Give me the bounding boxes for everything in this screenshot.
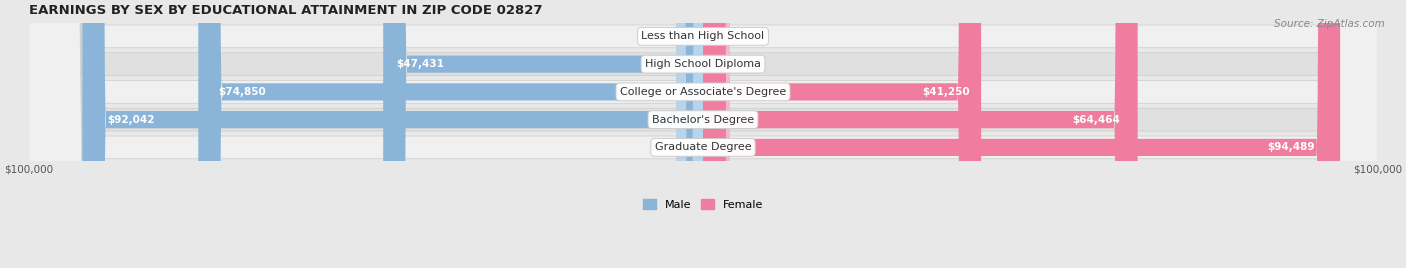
Text: $94,489: $94,489 (1267, 142, 1315, 152)
Text: $47,431: $47,431 (396, 59, 444, 69)
Text: $0: $0 (744, 31, 756, 41)
Text: High School Diploma: High School Diploma (645, 59, 761, 69)
Text: Bachelor's Degree: Bachelor's Degree (652, 115, 754, 125)
Text: $0: $0 (650, 31, 662, 41)
FancyBboxPatch shape (676, 0, 703, 268)
FancyBboxPatch shape (676, 0, 703, 268)
FancyBboxPatch shape (28, 0, 1378, 268)
FancyBboxPatch shape (28, 0, 1378, 268)
Text: Source: ZipAtlas.com: Source: ZipAtlas.com (1274, 19, 1385, 29)
Legend: Male, Female: Male, Female (638, 194, 768, 214)
FancyBboxPatch shape (83, 0, 703, 268)
FancyBboxPatch shape (384, 0, 703, 268)
Text: $64,464: $64,464 (1073, 115, 1121, 125)
Text: $41,250: $41,250 (922, 87, 970, 97)
Text: $92,042: $92,042 (107, 115, 155, 125)
Text: Less than High School: Less than High School (641, 31, 765, 41)
FancyBboxPatch shape (703, 0, 981, 268)
Text: $74,850: $74,850 (218, 87, 266, 97)
Text: EARNINGS BY SEX BY EDUCATIONAL ATTAINMENT IN ZIP CODE 02827: EARNINGS BY SEX BY EDUCATIONAL ATTAINMEN… (28, 4, 543, 17)
FancyBboxPatch shape (28, 0, 1378, 268)
FancyBboxPatch shape (28, 0, 1378, 268)
Text: College or Associate's Degree: College or Associate's Degree (620, 87, 786, 97)
FancyBboxPatch shape (198, 0, 703, 268)
Text: $0: $0 (744, 59, 756, 69)
FancyBboxPatch shape (703, 0, 730, 268)
FancyBboxPatch shape (703, 0, 1137, 268)
FancyBboxPatch shape (703, 0, 730, 268)
FancyBboxPatch shape (28, 0, 1378, 268)
Text: $0: $0 (650, 142, 662, 152)
FancyBboxPatch shape (703, 0, 1340, 268)
Text: Graduate Degree: Graduate Degree (655, 142, 751, 152)
